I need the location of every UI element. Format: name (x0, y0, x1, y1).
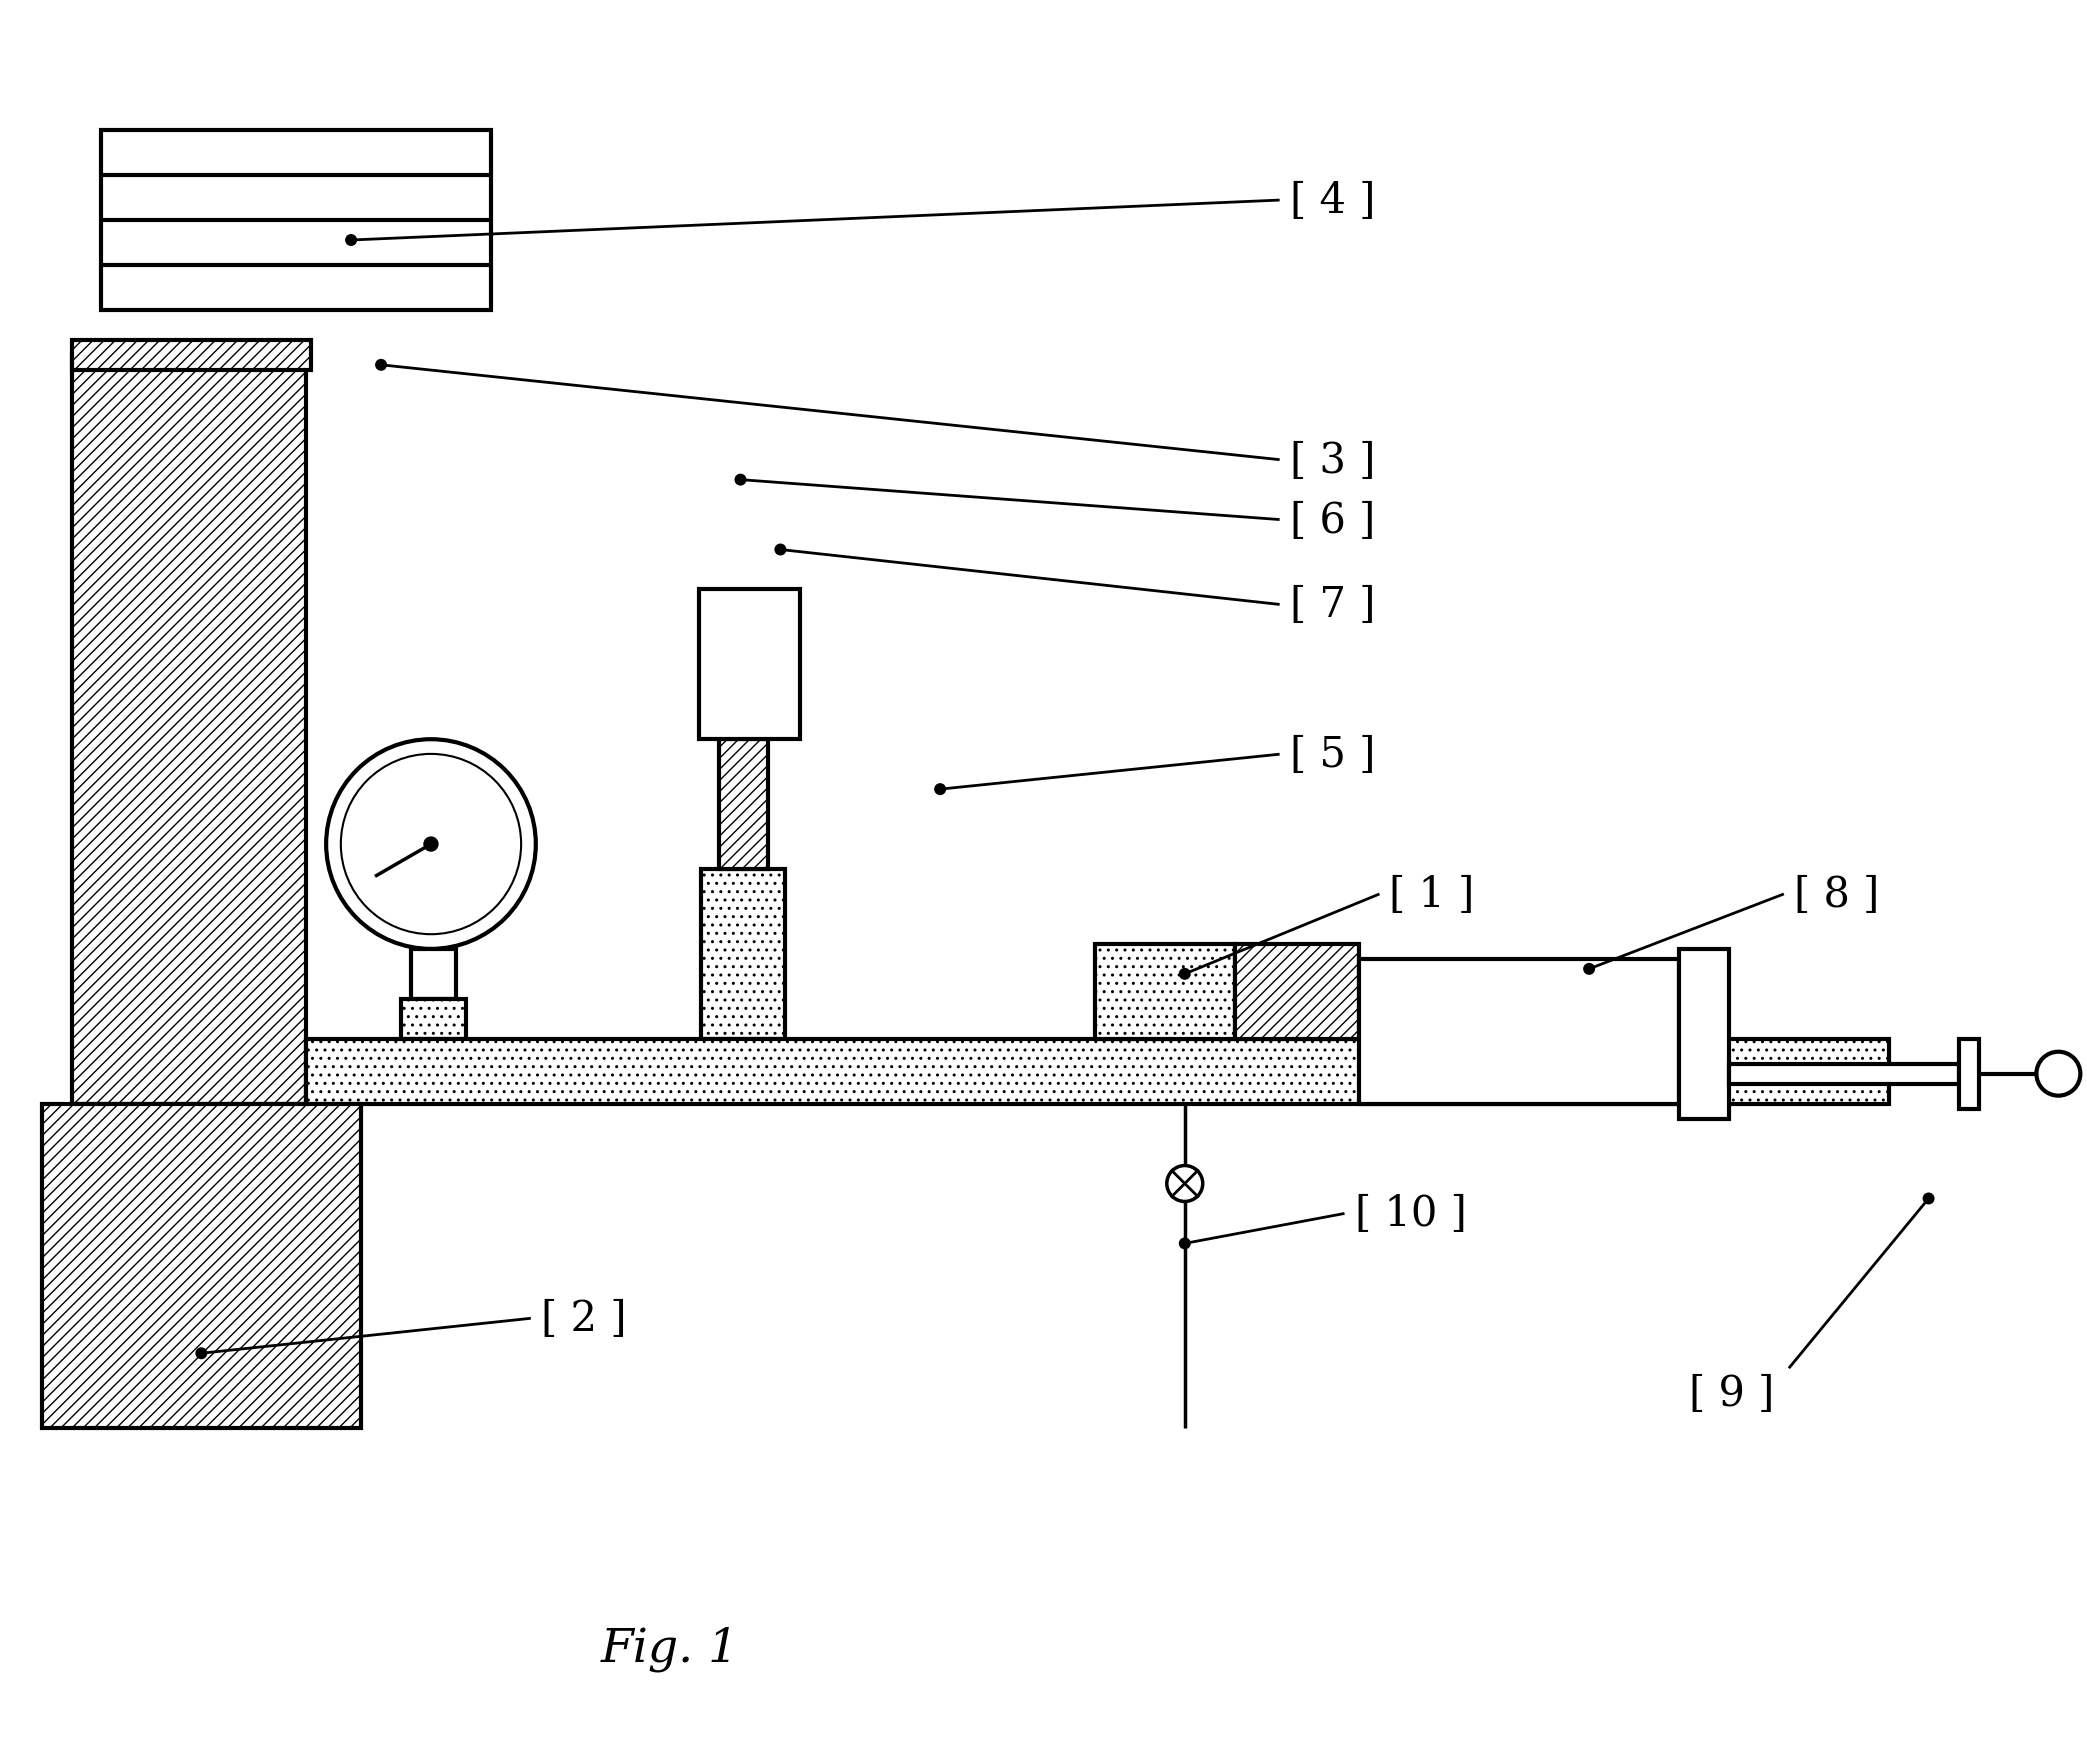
Bar (71, 355, 307, 1105)
Circle shape (774, 544, 787, 556)
Text: [ 9 ]: [ 9 ] (1688, 1372, 1774, 1414)
Circle shape (2037, 1052, 2081, 1096)
Circle shape (1179, 1238, 1192, 1250)
Circle shape (735, 474, 747, 486)
Bar (699, 591, 801, 739)
Circle shape (1167, 1166, 1202, 1203)
Circle shape (935, 783, 945, 795)
Bar (71, 341, 311, 371)
Text: Fig. 1: Fig. 1 (601, 1626, 739, 1671)
Bar (1359, 960, 1678, 1105)
Circle shape (1179, 968, 1192, 981)
Circle shape (1584, 963, 1594, 975)
Text: [ 1 ]: [ 1 ] (1390, 874, 1476, 916)
Text: [ 7 ]: [ 7 ] (1290, 584, 1375, 626)
Text: [ 4 ]: [ 4 ] (1290, 180, 1375, 222)
Bar (1958, 1038, 1978, 1108)
Text: [ 10 ]: [ 10 ] (1354, 1192, 1467, 1234)
Text: [ 5 ]: [ 5 ] (1290, 734, 1375, 776)
Text: [ 2 ]: [ 2 ] (541, 1297, 626, 1339)
Bar (1678, 949, 1728, 1119)
Bar (42, 1105, 361, 1428)
Bar (1236, 944, 1359, 1038)
Text: [ 3 ]: [ 3 ] (1290, 439, 1375, 481)
Text: [ 8 ]: [ 8 ] (1795, 874, 1878, 916)
Circle shape (196, 1348, 207, 1360)
Bar (1096, 944, 1236, 1038)
Bar (701, 869, 785, 1038)
Circle shape (424, 837, 438, 851)
Circle shape (1922, 1192, 1935, 1204)
Bar (102, 131, 490, 311)
Bar (411, 949, 455, 1000)
Bar (1728, 1065, 1958, 1084)
Bar (401, 1000, 465, 1038)
Circle shape (340, 755, 522, 935)
Text: [ 6 ]: [ 6 ] (1290, 500, 1375, 542)
Circle shape (326, 739, 536, 949)
Bar (718, 739, 768, 869)
Circle shape (344, 234, 357, 246)
Bar (307, 1038, 1889, 1105)
Circle shape (376, 360, 386, 372)
